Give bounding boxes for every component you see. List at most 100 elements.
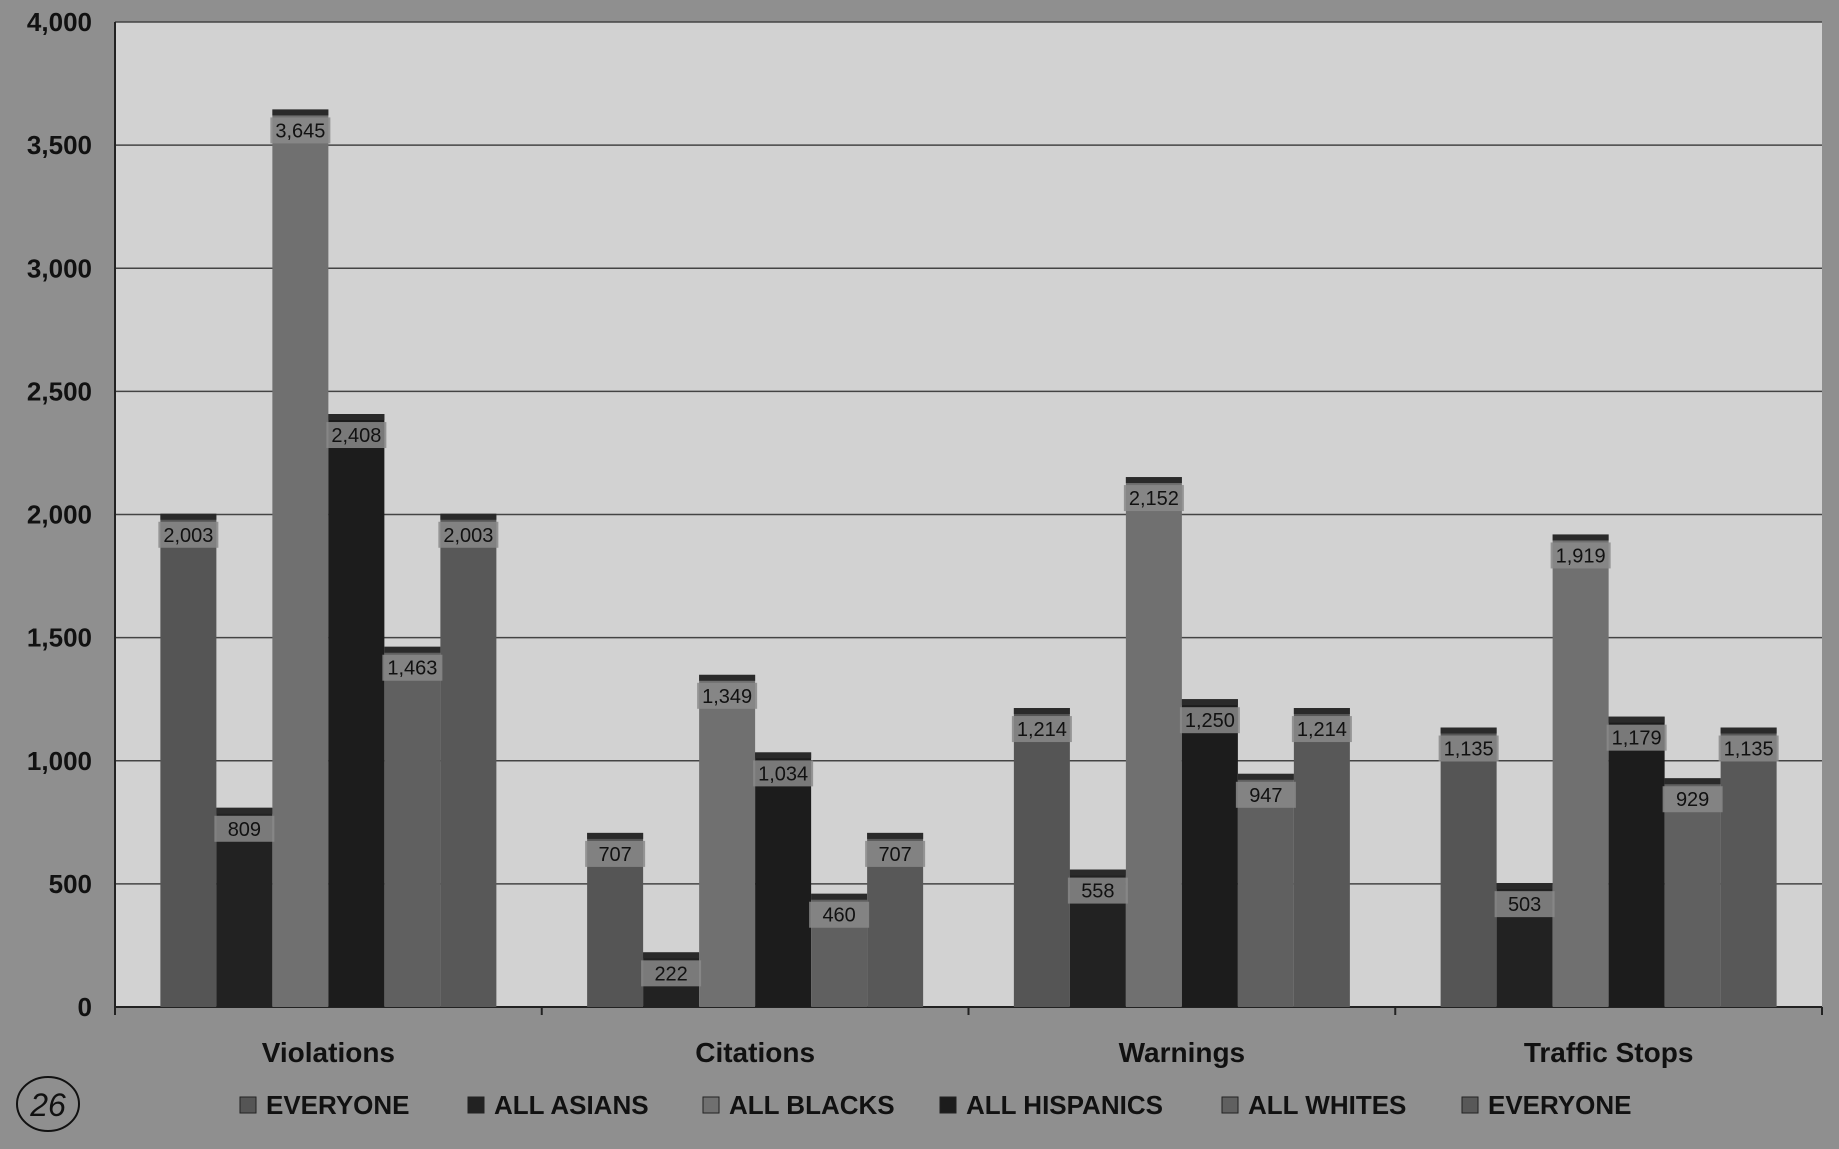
data-label: 1,135 (1444, 739, 1494, 761)
bar (1293, 708, 1350, 1007)
bar-cap (699, 674, 756, 681)
x-category-label: Traffic Stops (1524, 1037, 1694, 1068)
data-label: 809 (228, 819, 261, 841)
y-tick-label: 3,500 (27, 130, 92, 160)
bar-cap (867, 832, 924, 839)
bar (1608, 716, 1665, 1007)
data-label-box (158, 521, 219, 548)
data-label: 1,214 (1297, 719, 1347, 741)
legend-swatch (702, 1096, 720, 1114)
data-label: 1,179 (1612, 728, 1662, 750)
bar (1013, 708, 1070, 1007)
x-category-label: Violations (262, 1037, 395, 1068)
data-label-box (641, 960, 702, 987)
bar (328, 414, 385, 1007)
bar-cap (384, 646, 441, 653)
bar-cap (160, 513, 217, 520)
bar-cap (1237, 773, 1294, 780)
bar-cap (643, 952, 700, 959)
legend-label: EVERYONE (1488, 1090, 1632, 1120)
legend-swatch (239, 1096, 257, 1114)
bar-cap (1552, 534, 1609, 541)
data-label: 1,919 (1556, 545, 1606, 567)
data-label-box (1606, 724, 1667, 751)
data-label-box (1718, 735, 1779, 762)
data-label-box (1550, 542, 1611, 569)
bar (384, 646, 441, 1007)
page-number-stamp: 26 (16, 1076, 80, 1132)
data-label-box (585, 840, 646, 867)
data-label-box (1235, 781, 1296, 808)
data-label: 707 (598, 844, 631, 866)
data-label-box (326, 422, 387, 449)
y-tick-label: 500 (49, 869, 92, 899)
data-label: 2,003 (443, 525, 493, 547)
bar (1552, 534, 1609, 1007)
data-label-box (438, 521, 499, 548)
legend-label: ALL HISPANICS (966, 1090, 1163, 1120)
legend-swatch (467, 1096, 485, 1114)
data-label: 929 (1676, 789, 1709, 811)
data-label-box (1179, 707, 1240, 734)
data-label-box (382, 654, 443, 681)
y-tick-label: 0 (78, 992, 92, 1022)
data-label: 1,463 (387, 658, 437, 680)
x-category-label: Warnings (1119, 1037, 1246, 1068)
legend-label: ALL ASIANS (494, 1090, 649, 1120)
bar-cap (1720, 727, 1777, 734)
data-label: 1,214 (1017, 719, 1067, 741)
data-label-box (1067, 877, 1128, 904)
bar-cap (328, 414, 385, 421)
bar-cap (755, 752, 812, 759)
bar-cap (272, 109, 329, 116)
bar (755, 752, 812, 1007)
bar (1237, 773, 1294, 1007)
data-label-box (1011, 716, 1072, 743)
data-label: 1,250 (1185, 710, 1235, 732)
data-label-box (809, 901, 870, 928)
page-number-circle (16, 1076, 80, 1132)
data-label: 1,034 (758, 763, 808, 785)
page-number: 26 (29, 1087, 66, 1123)
data-label: 947 (1249, 785, 1282, 807)
bar (699, 674, 756, 1007)
data-label-box (1494, 891, 1555, 918)
data-label: 3,645 (275, 120, 325, 142)
legend-swatch (939, 1096, 957, 1114)
bar (1720, 727, 1777, 1007)
bar (1125, 477, 1182, 1007)
data-labels: 2,003 707 1,214 1,135 809 222 558 503 3,645 1,349… (158, 117, 1779, 987)
bar-cap (1293, 708, 1350, 715)
data-label-box (753, 760, 814, 787)
x-category-label: Citations (695, 1037, 815, 1068)
bar-cap (1608, 716, 1665, 723)
legend-label: ALL BLACKS (729, 1090, 895, 1120)
bar-cap (1440, 727, 1497, 734)
bars (160, 109, 1777, 1007)
bar (272, 109, 329, 1007)
y-tick-label: 4,000 (27, 7, 92, 37)
bar (160, 513, 217, 1007)
bar-cap (216, 807, 273, 814)
y-tick-label: 3,000 (27, 253, 92, 283)
legend-label: EVERYONE (266, 1090, 410, 1120)
data-label: 1,135 (1724, 739, 1774, 761)
legend-swatch (1221, 1096, 1239, 1114)
data-label-box (1291, 716, 1352, 743)
bar-cap (1496, 883, 1553, 890)
bar (1664, 778, 1721, 1007)
data-label: 222 (654, 963, 687, 985)
y-tick-label: 2,000 (27, 500, 92, 530)
bar (440, 513, 497, 1007)
data-label: 707 (878, 844, 911, 866)
y-tick-label: 2,500 (27, 376, 92, 406)
data-label: 503 (1508, 894, 1541, 916)
legend-swatch (1461, 1096, 1479, 1114)
bar-cap (1181, 699, 1238, 706)
bar-cap (1664, 778, 1721, 785)
bar (1181, 699, 1238, 1007)
y-tick-label: 1,000 (27, 746, 92, 776)
data-label: 2,003 (163, 525, 213, 547)
